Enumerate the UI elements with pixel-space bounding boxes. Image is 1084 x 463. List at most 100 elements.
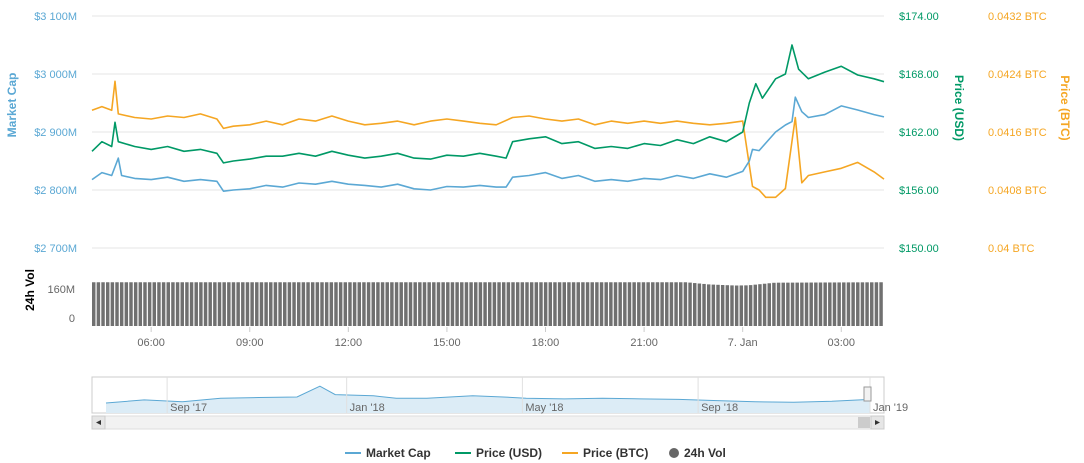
volume-bar <box>175 282 180 326</box>
volume-bar <box>250 282 254 326</box>
volume-bar <box>804 282 809 326</box>
volume-bar <box>310 282 315 326</box>
volume-bar <box>720 285 725 326</box>
volume-bar <box>865 282 869 326</box>
axis-tick-label: $3 100M <box>34 11 77 23</box>
volume-bar <box>222 282 226 326</box>
volume-bar <box>665 282 669 326</box>
volume-tick-label: 0 <box>69 313 75 325</box>
series-line-price-usd <box>91 44 885 164</box>
navigator[interactable]: Sep '17 Jan '18 May '18 Sep '18 Jan '19 <box>91 376 908 430</box>
volume-bar <box>683 282 688 326</box>
volume-bar <box>814 282 818 326</box>
volume-bar <box>795 282 799 326</box>
axis-tick-label: 0.04 BTC <box>988 243 1035 255</box>
volume-bar <box>404 282 408 326</box>
series-line-market-cap <box>91 96 885 192</box>
volume-bar <box>585 282 590 326</box>
volume-bar <box>809 282 813 326</box>
scrollbar-thumb[interactable] <box>858 417 870 428</box>
volume-bar <box>870 282 874 326</box>
navigator-line <box>105 385 871 404</box>
volume-bar <box>394 282 399 326</box>
volume-bar <box>366 282 371 326</box>
volume-bar <box>599 282 604 326</box>
volume-bar <box>138 282 143 326</box>
volume-bar <box>595 282 599 326</box>
volume-bar <box>520 282 525 326</box>
volume-bar <box>166 282 170 326</box>
volume-bar <box>199 282 203 326</box>
volume-bar <box>441 282 445 326</box>
volume-bar <box>501 282 506 326</box>
volume-bar <box>753 284 758 326</box>
volume-bar <box>548 282 553 326</box>
volume-bar <box>613 282 618 326</box>
volume-bars <box>92 282 883 326</box>
volume-bar <box>110 282 115 326</box>
volume-bar <box>446 282 450 326</box>
volume-axis: 0 160M <box>47 284 75 325</box>
x-tick-label: 18:00 <box>532 337 560 349</box>
volume-bar <box>627 282 632 326</box>
volume-bar <box>436 282 441 326</box>
volume-bar <box>534 282 539 326</box>
volume-bar <box>264 282 268 326</box>
series-lines <box>91 44 885 199</box>
volume-bar <box>748 285 753 326</box>
volume-bar <box>730 285 734 326</box>
volume-bar <box>767 283 771 326</box>
volume-bar <box>842 282 846 326</box>
navigator-handle[interactable] <box>863 386 872 402</box>
volume-bar <box>380 282 385 326</box>
volume-bar <box>539 282 543 326</box>
navigator-area <box>106 386 870 413</box>
volume-bar <box>343 282 348 326</box>
volume-bar <box>618 282 622 326</box>
volume-bar <box>856 282 860 326</box>
volume-bar <box>646 282 650 326</box>
legend-item-24h-vol[interactable]: 24h Vol <box>669 446 726 460</box>
volume-bar <box>781 282 785 326</box>
volume-tick-label: 160M <box>47 284 75 296</box>
x-tick-label: 09:00 <box>236 337 264 349</box>
axis-tick-label: 0.0416 BTC <box>988 127 1047 139</box>
axis-tick-label: $156.00 <box>899 185 939 197</box>
volume-bar <box>734 285 739 326</box>
legend-item-price-usd[interactable]: Price (USD) <box>455 446 542 460</box>
volume-bar <box>245 282 250 326</box>
volume-bar <box>119 282 124 326</box>
volume-bar <box>231 282 236 326</box>
volume-bar <box>287 282 292 326</box>
axis-tick-label: $174.00 <box>899 11 939 23</box>
legend-item-price-btc[interactable]: Price (BTC) <box>562 446 648 460</box>
volume-bar <box>408 282 413 326</box>
volume-bar <box>632 282 636 326</box>
navigator-label: Jan '19 <box>873 402 908 414</box>
volume-bar <box>800 282 804 326</box>
legend-item-market-cap[interactable]: Market Cap <box>345 446 431 460</box>
volume-bar <box>203 282 208 326</box>
volume-bar <box>790 282 795 326</box>
volume-bar <box>371 282 375 326</box>
volume-bar <box>488 282 492 326</box>
volume-bar <box>655 282 660 326</box>
volume-bar <box>688 282 692 326</box>
scrollbar-track[interactable] <box>91 415 885 430</box>
volume-bar <box>278 282 282 326</box>
volume-bar <box>189 282 194 326</box>
volume-bar <box>306 282 310 326</box>
navigator-label: Sep '17 <box>170 402 207 414</box>
volume-bar <box>478 282 483 326</box>
volume-bar <box>525 282 529 326</box>
volume-bar <box>399 282 403 326</box>
volume-bar <box>180 282 184 326</box>
volume-bar <box>702 283 706 326</box>
volume-bar <box>133 282 138 326</box>
legend-label: Price (USD) <box>476 446 542 460</box>
volume-bar <box>115 282 119 326</box>
volume-bar <box>823 282 827 326</box>
volume-bar <box>609 282 613 326</box>
volume-bar <box>105 282 110 326</box>
